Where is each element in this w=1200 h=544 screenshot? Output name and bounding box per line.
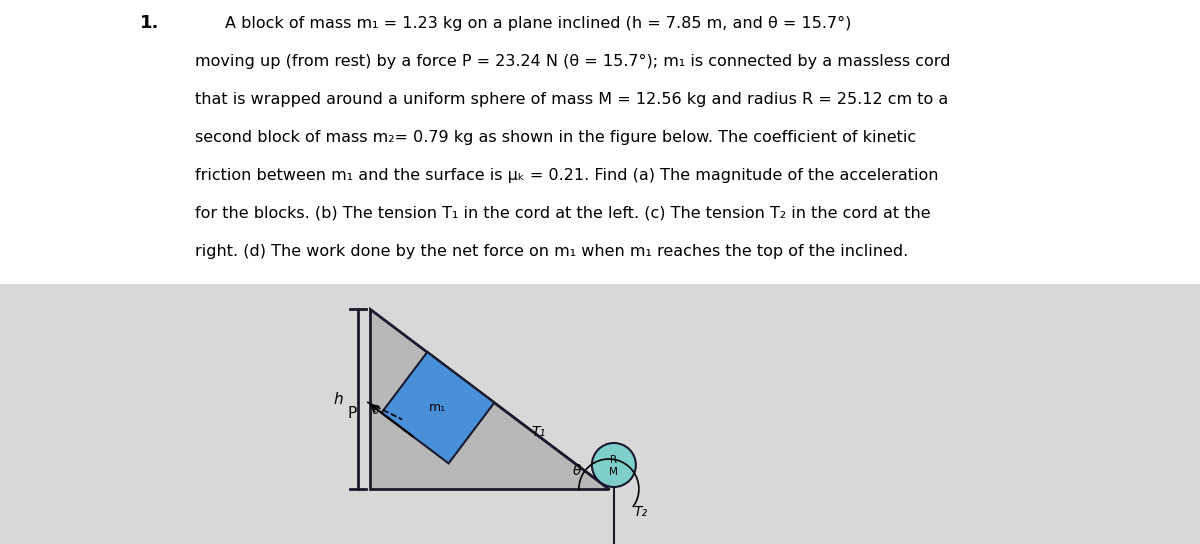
Text: P: P xyxy=(348,406,356,421)
Text: A block of mass m₁ = 1.23 kg on a plane inclined (h = 7.85 m, and θ = 15.7°): A block of mass m₁ = 1.23 kg on a plane … xyxy=(226,16,851,31)
Text: T₁: T₁ xyxy=(532,425,546,440)
Bar xyxy=(0,0,1200,284)
Text: R: R xyxy=(611,455,618,465)
Text: that is wrapped around a uniform sphere of mass M = 12.56 kg and radius R = 25.1: that is wrapped around a uniform sphere … xyxy=(194,92,948,107)
Text: right. (d) The work done by the net force on m₁ when m₁ reaches the top of the i: right. (d) The work done by the net forc… xyxy=(194,244,908,259)
Text: 1.: 1. xyxy=(140,14,160,32)
Polygon shape xyxy=(370,309,608,489)
Text: m₁: m₁ xyxy=(430,401,446,414)
Text: for the blocks. (b) The tension T₁ in the cord at the left. (c) The tension T₂ i: for the blocks. (b) The tension T₁ in th… xyxy=(194,206,931,221)
Text: θ: θ xyxy=(572,464,581,478)
Text: moving up (from rest) by a force P = 23.24 N (θ = 15.7°); m₁ is connected by a m: moving up (from rest) by a force P = 23.… xyxy=(194,54,950,69)
Bar xyxy=(0,284,1200,544)
Text: M: M xyxy=(610,467,618,477)
Text: θ: θ xyxy=(372,406,378,416)
Circle shape xyxy=(592,443,636,487)
Text: T₂: T₂ xyxy=(634,505,648,519)
Polygon shape xyxy=(382,352,494,463)
Text: friction between m₁ and the surface is μₖ = 0.21. Find (a) The magnitude of the : friction between m₁ and the surface is μ… xyxy=(194,168,938,183)
Text: h: h xyxy=(334,392,343,406)
Text: second block of mass m₂= 0.79 kg as shown in the figure below. The coefficient o: second block of mass m₂= 0.79 kg as show… xyxy=(194,130,916,145)
